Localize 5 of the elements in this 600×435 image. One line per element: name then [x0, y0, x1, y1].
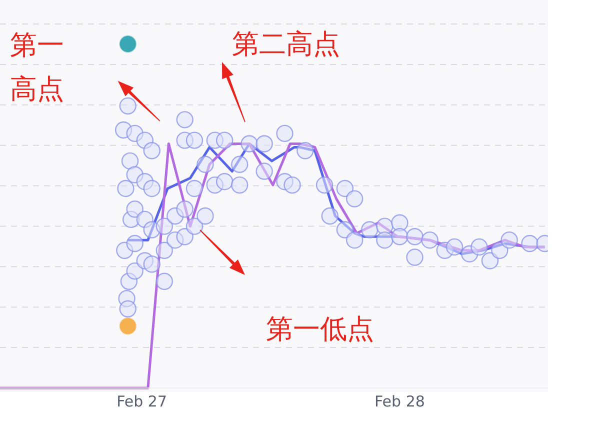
annotation: 第二高点 — [232, 29, 340, 60]
annotation: 第一低点 — [266, 314, 374, 345]
x-tick-label: Feb 27 — [116, 392, 168, 411]
annotation: 第一高点 — [10, 30, 64, 105]
x-tick-label: Feb 28 — [374, 392, 425, 411]
